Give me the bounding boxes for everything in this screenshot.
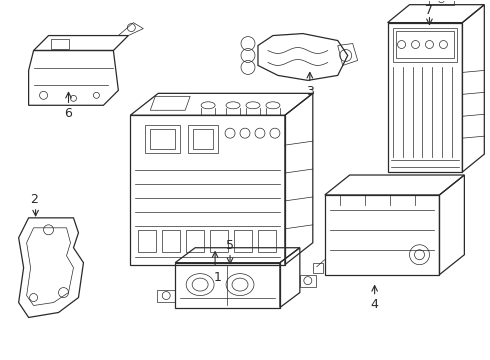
Text: 3: 3 (306, 85, 314, 98)
Text: 2: 2 (30, 193, 38, 206)
Bar (162, 230, 180, 252)
Bar (157, 289, 175, 302)
Text: 4: 4 (371, 298, 379, 311)
Bar (392, 28, 457, 62)
Bar (193, 129, 213, 149)
Bar (300, 275, 316, 287)
Text: 7: 7 (425, 4, 434, 17)
Bar (395, 31, 454, 58)
Bar (429, 0, 454, 5)
Bar (313, 263, 323, 273)
Text: 1: 1 (214, 271, 222, 284)
Text: 6: 6 (65, 107, 73, 120)
Bar (50, 39, 69, 49)
Bar (175, 263, 280, 307)
Bar (234, 230, 252, 252)
Bar (258, 230, 276, 252)
Bar (188, 125, 218, 153)
Bar (145, 125, 180, 153)
Bar (210, 230, 228, 252)
Text: 5: 5 (226, 239, 234, 252)
Bar (150, 129, 175, 149)
Bar (138, 230, 156, 252)
Bar (186, 230, 204, 252)
